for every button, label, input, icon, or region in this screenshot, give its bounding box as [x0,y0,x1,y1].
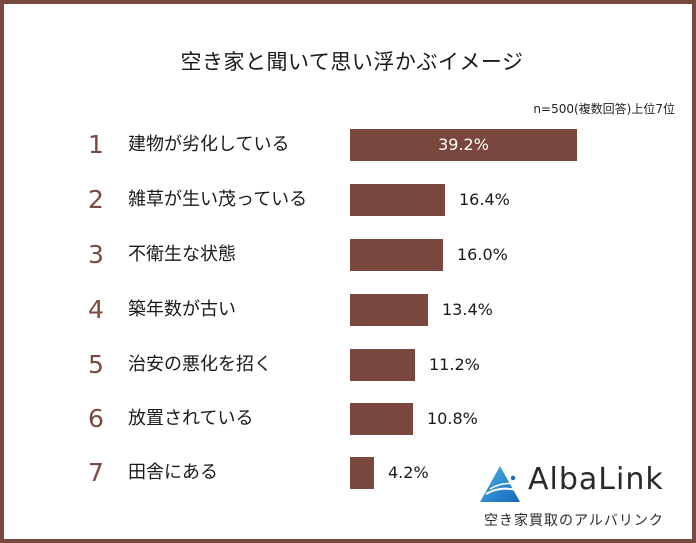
category-label: 建物が劣化している [128,134,290,155]
value-label: 11.2% [429,355,480,374]
rank-number: 3 [88,240,104,269]
rank-number: 7 [88,458,104,487]
bar [350,294,428,326]
value-label: 4.2% [388,463,429,482]
chart-title: 空き家と聞いて思い浮かぶイメージ [180,50,524,74]
rank-number: 4 [88,295,104,324]
bar-row: 7 田舎にある 4.2% [4,457,696,489]
category-label: 放置されている [128,408,254,429]
rank-number: 6 [88,404,104,433]
bar [350,403,413,435]
value-label: 13.4% [442,300,493,319]
albalink-logo: AlbaLink 空き家買取のアルバリンク [474,462,684,532]
rank-number: 1 [88,130,104,159]
bar [350,349,415,381]
category-label: 築年数が古い [128,299,236,320]
bar [350,184,445,216]
bar [350,129,577,161]
category-label: 田舎にある [128,462,218,483]
value-label: 10.8% [427,409,478,428]
category-label: 治安の悪化を招く [128,354,272,375]
rank-number: 2 [88,185,104,214]
category-label: 雑草が生い茂っている [128,189,308,210]
bar [350,457,374,489]
bar [350,239,443,271]
albalink-triangle-icon [480,466,520,502]
value-label: 16.0% [457,245,508,264]
value-label: 39.2% [438,135,489,154]
bar-row: 2 雑草が生い茂っている 16.4% [4,184,696,216]
value-label: 16.4% [459,190,510,209]
bar-row: 5 治安の悪化を招く 11.2% [4,349,696,381]
sample-note: n=500(複数回答)上位7位 [533,102,675,116]
bar-row: 3 不衛生な状態 16.0% [4,239,696,271]
bar-row: 1 建物が劣化している 39.2% [4,129,696,161]
logo-name: AlbaLink [528,462,664,497]
category-label: 不衛生な状態 [128,244,236,265]
bar-row: 6 放置されている 10.8% [4,403,696,435]
logo-tagline: 空き家買取のアルバリンク [484,513,664,529]
rank-number: 5 [88,350,104,379]
bar-row: 4 築年数が古い 13.4% [4,294,696,326]
